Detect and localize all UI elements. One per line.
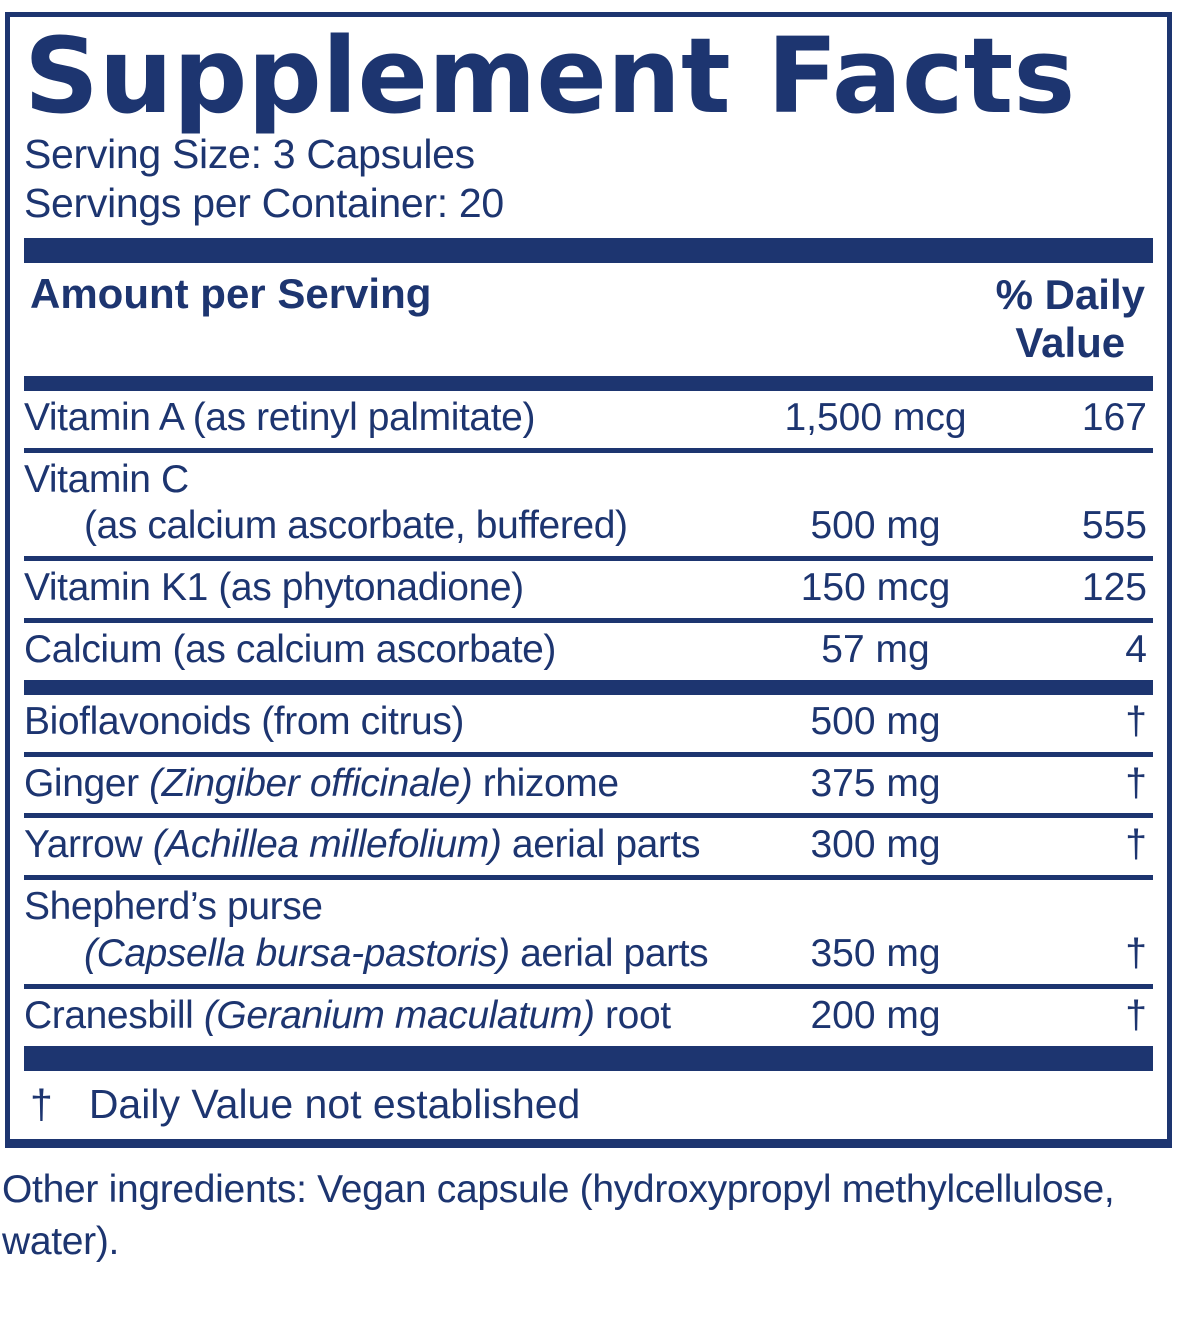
supplement-facts-panel: Supplement Facts Serving Size: 3 Capsule… [5, 12, 1172, 1148]
daily-value: 125 [1081, 566, 1147, 610]
ingredient-name: Vitamin C (as calcium ascorbate, buffered… [24, 457, 763, 551]
ingredient-name-line: Bioflavonoids (from citrus) [24, 699, 763, 746]
amount-value: 200 mg [810, 993, 941, 1037]
botanical-name: (Geranium maculatum) [203, 993, 595, 1037]
divider-bar-bottom [24, 1045, 1153, 1071]
ingredient-text: Cranesbill [24, 993, 204, 1037]
ingredient-name-line: Vitamin C [24, 457, 763, 504]
ingredient-name: Cranesbill (Geranium maculatum) root [24, 993, 763, 1040]
ingredient-text: Vitamin A (as retinyl palmitate) [24, 395, 536, 439]
table-row: Cranesbill (Geranium maculatum) root 200 … [24, 989, 1153, 1046]
ingredient-name: Yarrow (Achillea millefolium) aerial par… [24, 822, 763, 869]
daily-value: † [1125, 699, 1147, 743]
daily-value: † [1125, 931, 1147, 975]
divider-bar-top [24, 238, 1153, 264]
panel-title: Supplement Facts [24, 15, 1076, 137]
ingredient-text: (as calcium ascorbate, buffered) [84, 504, 628, 548]
table-row: Vitamin C (as calcium ascorbate, buffered… [24, 453, 1153, 562]
ingredient-name: Calcium (as calcium ascorbate) [24, 627, 763, 674]
amount-value: 375 mg [810, 761, 941, 805]
ingredient-name-line: Ginger (Zingiber officinale) rhizome [24, 761, 763, 808]
ingredient-name-line: Yarrow (Achillea millefolium) aerial par… [24, 822, 763, 869]
table-row: Vitamin A (as retinyl palmitate) 1,500 mc… [24, 391, 1153, 453]
footnote: † Daily Value not established [24, 1071, 1153, 1139]
ingredient-text: Bioflavonoids (from citrus) [24, 699, 465, 743]
amount-value: 1,500 mcg [784, 395, 967, 439]
ingredient-text: Calcium (as calcium ascorbate) [24, 627, 557, 671]
ingredient-text: root [594, 993, 671, 1037]
table-row: Ginger (Zingiber officinale) rhizome 375 … [24, 757, 1153, 819]
ingredient-name-line: (as calcium ascorbate, buffered) [24, 503, 763, 550]
amount-value: 300 mg [810, 823, 941, 867]
daily-value: 4 [1125, 627, 1147, 671]
daily-value: 167 [1081, 395, 1147, 439]
ingredient-name-line: Shepherd’s purse [24, 884, 763, 931]
footnote-text: Daily Value not established [88, 1080, 581, 1127]
amount-per-serving-header: Amount per Serving [30, 270, 432, 318]
ingredient-text: Vitamin K1 (as phytonadione) [24, 566, 524, 610]
daily-value-header: % Daily Value [996, 271, 1153, 368]
ingredient-text: Yarrow [24, 823, 153, 867]
ingredient-name: Vitamin A (as retinyl palmitate) [24, 395, 763, 442]
botanical-name: (Zingiber officinale) [149, 761, 473, 805]
table-row: Shepherd’s purse (Capsella bursa-pastoris… [24, 880, 1153, 989]
ingredient-name: Shepherd’s purse (Capsella bursa-pastoris… [24, 884, 763, 978]
ingredient-text: rhizome [472, 761, 619, 805]
daily-value-header-line2: Value [1015, 319, 1126, 367]
table-row: Calcium (as calcium ascorbate) 57 mg 4 [24, 623, 1153, 680]
divider-bar-header [24, 375, 1153, 391]
ingredient-name-line: Calcium (as calcium ascorbate) [24, 627, 763, 674]
other-ingredients: Other ingredients: Vegan capsule (hydrox… [2, 1167, 1115, 1264]
ingredient-text: Ginger [24, 761, 150, 805]
table-header: Amount per Serving % Daily Value [24, 263, 1153, 376]
servings-per-container: Servings per Container: 20 [24, 179, 504, 226]
daily-value-header-line1: % Daily [995, 271, 1145, 319]
botanical-name: (Achillea millefolium) [152, 823, 502, 867]
ingredient-text: aerial parts [501, 823, 701, 867]
table-row: Vitamin K1 (as phytonadione) 150 mcg 125 [24, 561, 1153, 623]
supplement-facts-label: Supplement Facts Serving Size: 3 Capsule… [0, 12, 1192, 1269]
ingredient-name-line: Cranesbill (Geranium maculatum) root [24, 993, 763, 1040]
daily-value: † [1125, 993, 1147, 1037]
ingredient-name: Bioflavonoids (from citrus) [24, 699, 763, 746]
table-row: Yarrow (Achillea millefolium) aerial par… [24, 818, 1153, 881]
divider-bar-middle [24, 679, 1153, 695]
amount-value: 57 mg [821, 627, 930, 671]
ingredient-name: Ginger (Zingiber officinale) rhizome [24, 761, 763, 808]
amount-value: 150 mcg [800, 566, 951, 610]
daily-value: † [1125, 761, 1147, 805]
ingredient-name-line: Vitamin K1 (as phytonadione) [24, 565, 763, 612]
ingredient-text: Shepherd’s purse [24, 885, 323, 929]
amount-value: 350 mg [810, 931, 941, 975]
ingredient-name: Vitamin K1 (as phytonadione) [24, 565, 763, 612]
amount-value: 500 mg [810, 699, 941, 743]
daily-value: 555 [1081, 504, 1147, 548]
botanical-name: (Capsella bursa-pastoris) [84, 931, 510, 975]
daily-value: † [1125, 823, 1147, 867]
ingredient-name-line: (Capsella bursa-pastoris) aerial parts [24, 931, 763, 978]
nutrient-rows-group: Vitamin A (as retinyl palmitate) 1,500 mc… [24, 391, 1153, 680]
table-row: Bioflavonoids (from citrus) 500 mg † [24, 695, 1153, 757]
amount-value: 500 mg [810, 504, 941, 548]
ingredient-name-line: Vitamin A (as retinyl palmitate) [24, 395, 763, 442]
ingredient-text: Vitamin C [24, 457, 189, 501]
ingredient-text: aerial parts [509, 931, 709, 975]
serving-size: Serving Size: 3 Capsules [24, 130, 475, 177]
dagger-symbol: † [30, 1080, 53, 1127]
herb-rows-group: Bioflavonoids (from citrus) 500 mg † Ginger… [24, 695, 1153, 1046]
